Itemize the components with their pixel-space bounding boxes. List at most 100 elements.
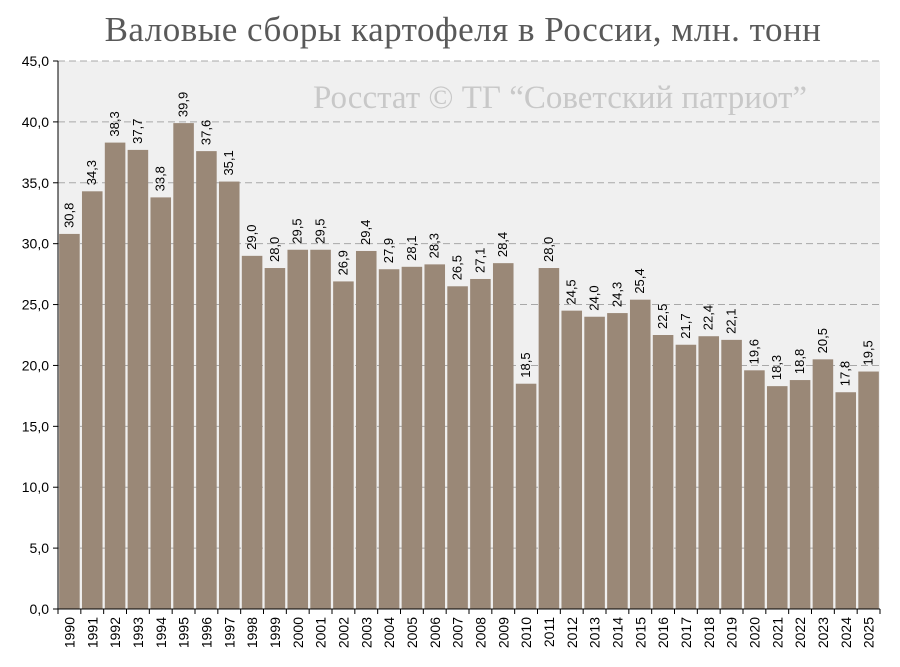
data-label: 20,5 — [815, 328, 830, 353]
x-tick-label: 1997 — [221, 617, 237, 648]
bar — [424, 264, 446, 609]
data-label: 29,5 — [290, 218, 305, 243]
data-labels: 30,8 34,3 38,3 37,7 33,8 39,9 37,6 35,1 29,0 28,0… — [61, 92, 875, 386]
data-label: 22,4 — [701, 305, 716, 330]
bar — [333, 281, 354, 609]
bar — [698, 336, 720, 609]
x-tick-label: 2006 — [427, 617, 443, 648]
bar — [59, 233, 80, 609]
x-tick-label: 2019 — [724, 617, 740, 648]
data-label: 28,3 — [427, 233, 442, 258]
x-tick-label: 2005 — [404, 617, 420, 648]
x-tick-label: 1991 — [84, 617, 100, 648]
x-tick-label: 2009 — [495, 617, 511, 648]
data-label: 25,4 — [632, 268, 647, 293]
x-tick-label: 2023 — [815, 617, 831, 648]
bar — [470, 278, 491, 609]
data-label: 24,3 — [609, 282, 624, 307]
bar — [538, 268, 560, 609]
bar — [744, 370, 765, 609]
data-label: 37,6 — [198, 120, 213, 145]
data-label: 19,5 — [861, 340, 876, 365]
data-label: 29,4 — [358, 220, 373, 245]
bar — [401, 266, 423, 609]
bar — [264, 268, 286, 609]
data-label: 34,3 — [84, 160, 99, 185]
data-label: 27,9 — [381, 238, 396, 263]
watermark-text: Росстат © ТГ “Советский патриот” — [313, 80, 807, 116]
bar — [835, 392, 857, 609]
y-tick-label: 30,0 — [22, 236, 49, 252]
x-tick-label: 2013 — [587, 617, 603, 648]
x-tick-label: 2008 — [472, 617, 488, 648]
bar — [218, 181, 240, 609]
y-tick-label: 20,0 — [22, 357, 49, 373]
bar — [310, 249, 331, 609]
bar — [561, 310, 583, 609]
bar — [492, 263, 514, 609]
y-tick-label: 0,0 — [30, 601, 50, 617]
bar — [584, 316, 605, 609]
bar — [858, 371, 879, 609]
bar — [241, 255, 263, 609]
bar — [127, 149, 149, 610]
bar — [378, 269, 400, 609]
bar — [607, 313, 628, 609]
data-label: 24,5 — [564, 279, 579, 304]
x-tick-label: 2021 — [769, 617, 785, 648]
bar — [287, 249, 309, 609]
data-label: 28,4 — [495, 232, 510, 257]
x-tick-label: 2017 — [678, 617, 694, 648]
bar — [515, 383, 537, 609]
data-label: 28,1 — [404, 235, 419, 260]
data-label: 19,6 — [746, 339, 761, 364]
data-label: 22,5 — [655, 304, 670, 329]
data-label: 35,1 — [221, 150, 236, 175]
x-tick-label: 2014 — [609, 617, 625, 648]
data-label: 22,1 — [724, 309, 739, 334]
y-tick-label: 5,0 — [30, 540, 50, 556]
data-label: 29,5 — [313, 218, 328, 243]
data-label: 38,3 — [107, 111, 122, 136]
y-tick-label: 25,0 — [22, 297, 49, 313]
data-label: 28,0 — [267, 237, 282, 262]
x-tick-label: 2024 — [838, 617, 854, 648]
data-label: 30,8 — [61, 203, 76, 228]
data-label: 26,9 — [335, 250, 350, 275]
bar — [104, 142, 126, 609]
x-tick-label: 1995 — [176, 617, 192, 648]
data-label: 24,0 — [587, 285, 602, 310]
x-tick-label: 2003 — [358, 617, 374, 648]
x-tick-label: 2010 — [518, 617, 534, 648]
data-label: 39,9 — [176, 92, 191, 117]
data-label: 28,0 — [541, 237, 556, 262]
data-label: 27,1 — [472, 248, 487, 273]
data-label: 18,3 — [769, 355, 784, 380]
x-tick-label: 1990 — [61, 617, 77, 648]
data-label: 17,8 — [838, 361, 853, 386]
bar — [173, 123, 194, 610]
x-tick-label: 2022 — [792, 617, 808, 648]
x-tick-label: 2025 — [861, 617, 877, 648]
x-tick-label: 1996 — [198, 617, 214, 648]
y-tick-label: 40,0 — [22, 114, 49, 130]
data-label: 26,5 — [450, 255, 465, 280]
y-tick-label: 45,0 — [22, 53, 49, 69]
x-tick-label: 2015 — [632, 617, 648, 648]
bar — [721, 339, 742, 609]
x-tick-label: 1999 — [267, 617, 283, 648]
data-label: 33,8 — [153, 166, 168, 191]
bar — [150, 197, 172, 609]
x-tick-label: 2020 — [746, 617, 762, 648]
x-tick-label: 2016 — [655, 617, 671, 648]
x-tick-label: 1994 — [153, 617, 169, 648]
x-tick-label: 2002 — [335, 617, 351, 648]
y-tick-label: 15,0 — [22, 418, 49, 434]
y-tick-label: 10,0 — [22, 479, 49, 495]
bar — [629, 299, 651, 609]
x-axis-ticks: 1990 1991 1992 1993 1994 1995 1996 1997 1998 1999… — [57, 609, 881, 648]
data-label: 21,7 — [678, 313, 693, 338]
x-tick-label: 2012 — [564, 617, 580, 648]
x-tick-label: 2001 — [313, 617, 329, 648]
